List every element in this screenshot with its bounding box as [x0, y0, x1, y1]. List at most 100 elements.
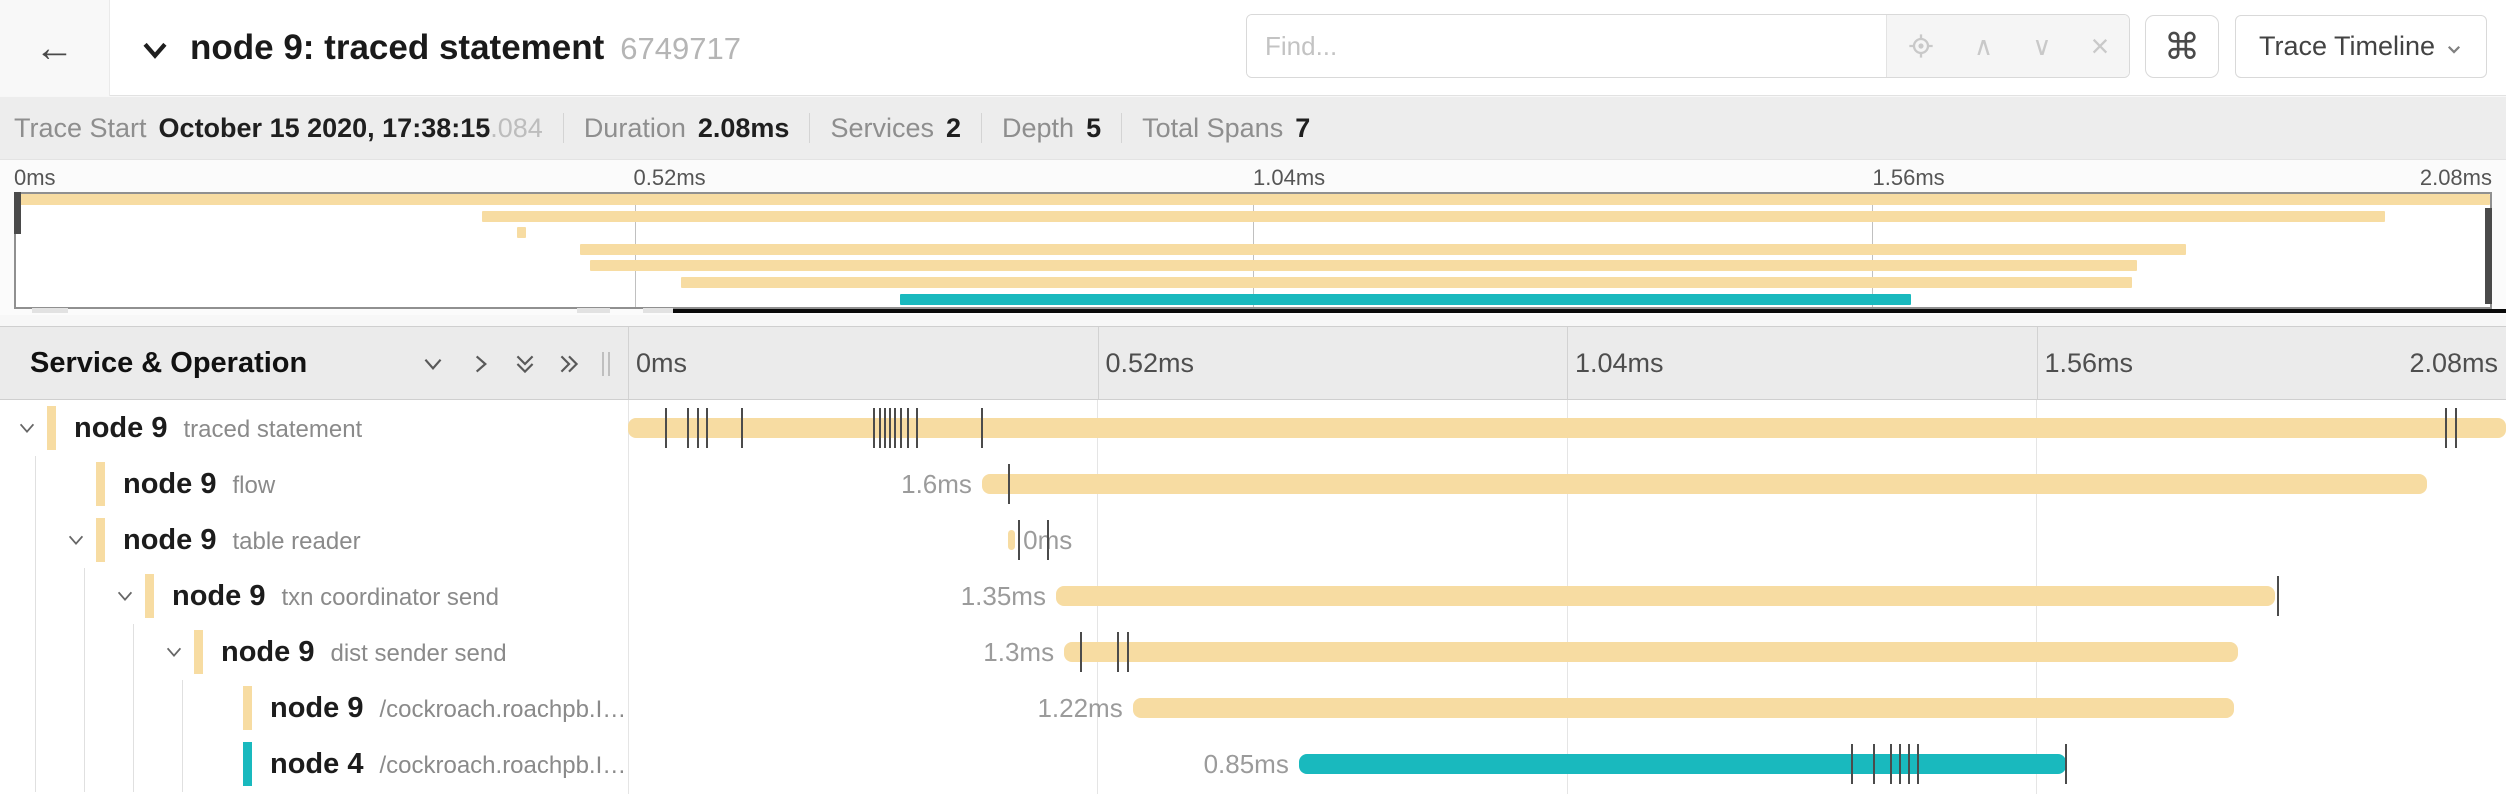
- span-log-tick[interactable]: [1117, 632, 1120, 672]
- indent-guide: [35, 568, 36, 624]
- span-name-cell[interactable]: node 9 txn coordinator send: [0, 568, 628, 624]
- timeline-header-gridline: [1097, 327, 1099, 399]
- span-row[interactable]: node 9 table reader 0ms: [0, 512, 2506, 568]
- prev-match-icon[interactable]: ∧: [1973, 31, 1993, 61]
- row-collapse-chevron-icon[interactable]: [16, 417, 38, 439]
- view-range-scrubber-right[interactable]: [2485, 208, 2492, 304]
- expand-all-icon[interactable]: [556, 351, 582, 377]
- span-log-tick[interactable]: [1126, 632, 1129, 672]
- span-name-cell[interactable]: node 9 traced statement: [0, 400, 628, 456]
- span-name-cell[interactable]: node 9 flow: [0, 456, 628, 512]
- collapse-one-icon[interactable]: [420, 351, 446, 377]
- span-log-tick[interactable]: [664, 408, 667, 448]
- span-bar[interactable]: [1008, 530, 1016, 550]
- span-bar[interactable]: [1055, 586, 2275, 606]
- span-log-tick[interactable]: [2454, 408, 2457, 448]
- span-name-cell[interactable]: node 4/cockroach.roachpb.I…: [0, 736, 628, 792]
- span-row[interactable]: node 9 traced statement: [0, 400, 2506, 456]
- span-row[interactable]: node 9 flow 1.6ms: [0, 456, 2506, 512]
- span-log-tick[interactable]: [1872, 744, 1875, 784]
- clear-search-icon[interactable]: ×: [2090, 28, 2110, 64]
- span-log-tick[interactable]: [1080, 632, 1083, 672]
- row-collapse-chevron-icon[interactable]: [65, 529, 87, 551]
- summary-label: Total Spans: [1142, 112, 1284, 143]
- span-log-tick[interactable]: [981, 408, 984, 448]
- row-collapse-chevron-icon[interactable]: [114, 585, 136, 607]
- span-bar[interactable]: [1064, 642, 2238, 662]
- span-row[interactable]: node 9 txn coordinator send 1.35ms: [0, 568, 2506, 624]
- span-log-tick[interactable]: [1916, 744, 1919, 784]
- span-log-tick[interactable]: [1018, 520, 1021, 560]
- summary-value: 2: [945, 112, 962, 143]
- expand-one-icon[interactable]: [468, 351, 494, 377]
- summary-label: Duration: [583, 112, 686, 143]
- operation-name: txn coordinator send: [281, 584, 499, 611]
- span-log-tick[interactable]: [907, 408, 910, 448]
- minimap-axis: 0ms 0.52ms 1.04ms 1.56ms 2.08ms: [14, 165, 2492, 191]
- span-bar[interactable]: [1298, 754, 2067, 774]
- collapse-trace-chevron-icon[interactable]: [138, 33, 172, 67]
- column-resize-handle[interactable]: [602, 352, 614, 376]
- trace-title-text: node 9: traced statement: [190, 28, 605, 67]
- minimap-chip: [577, 308, 610, 313]
- summary-value: October 15 2020, 17:38:15: [158, 112, 491, 143]
- span-row[interactable]: node 9/cockroach.roachpb.I… 1.22ms: [0, 680, 2506, 736]
- span-row[interactable]: node 9 dist sender send 1.3ms: [0, 624, 2506, 680]
- span-name-cell[interactable]: node 9 table reader: [0, 512, 628, 568]
- span-name: node 9 table reader: [123, 512, 628, 568]
- span-name: node 9/cockroach.roachpb.I…: [270, 680, 628, 736]
- service-color-strip: [243, 686, 252, 730]
- collapse-all-icon[interactable]: [512, 351, 538, 377]
- span-log-tick[interactable]: [889, 408, 892, 448]
- span-log-tick[interactable]: [893, 408, 896, 448]
- indent-guide: [35, 680, 36, 736]
- span-log-tick[interactable]: [705, 408, 708, 448]
- summary-item: Total Spans 7: [1142, 113, 1310, 144]
- trace-view-selector[interactable]: Trace Timeline: [2235, 15, 2487, 78]
- span-bar[interactable]: [981, 474, 2427, 494]
- back-button[interactable]: ←: [0, 0, 110, 96]
- service-name: node 9: [74, 412, 168, 444]
- minimap-span-bar: [899, 293, 1911, 305]
- chevron-down-icon: [2447, 45, 2461, 54]
- operation-name: traced statement: [183, 416, 363, 443]
- span-name-cell[interactable]: node 9 dist sender send: [0, 624, 628, 680]
- span-bar[interactable]: [628, 418, 2506, 438]
- span-log-tick[interactable]: [1889, 744, 1892, 784]
- span-log-tick[interactable]: [686, 408, 689, 448]
- span-name-cell[interactable]: node 9/cockroach.roachpb.I…: [0, 680, 628, 736]
- span-log-tick[interactable]: [1046, 520, 1049, 560]
- span-rows: node 9 traced statement node 9 flow 1.6ms nod…: [0, 400, 2506, 794]
- span-log-tick[interactable]: [915, 408, 918, 448]
- column-divider: [628, 327, 629, 399]
- span-log-tick[interactable]: [2444, 408, 2447, 448]
- span-log-tick[interactable]: [696, 408, 699, 448]
- span-bar[interactable]: [1132, 698, 2235, 718]
- view-range-scrubber-left[interactable]: [14, 192, 21, 234]
- span-log-tick[interactable]: [872, 408, 875, 448]
- span-log-tick[interactable]: [2065, 744, 2068, 784]
- span-log-tick[interactable]: [1007, 464, 1010, 504]
- span-log-tick[interactable]: [879, 408, 882, 448]
- span-row[interactable]: node 4/cockroach.roachpb.I… 0.85ms: [0, 736, 2506, 792]
- span-log-tick[interactable]: [741, 408, 744, 448]
- span-timeline-cell: 0.85ms: [628, 736, 2506, 792]
- span-log-tick[interactable]: [899, 408, 902, 448]
- find-input[interactable]: [1247, 15, 1886, 77]
- operation-name: flow: [232, 472, 276, 499]
- span-log-tick[interactable]: [883, 408, 886, 448]
- summary-separator: [562, 113, 564, 143]
- minimap-span-bar: [16, 194, 2490, 205]
- next-match-icon[interactable]: ∨: [2032, 31, 2052, 61]
- minimap-canvas[interactable]: [14, 192, 2492, 309]
- summary-separator: [981, 113, 983, 143]
- locate-match-icon[interactable]: [1907, 32, 1935, 60]
- find-controls: ∧ ∨ ×: [1886, 15, 2129, 77]
- keyboard-shortcuts-button[interactable]: ⌘: [2145, 15, 2219, 78]
- summary-item: Trace Start October 15 2020, 17:38:15.084: [14, 113, 543, 144]
- span-log-tick[interactable]: [2277, 576, 2280, 616]
- row-collapse-chevron-icon[interactable]: [163, 641, 185, 663]
- span-log-tick[interactable]: [1907, 744, 1910, 784]
- span-log-tick[interactable]: [1898, 744, 1901, 784]
- span-log-tick[interactable]: [1850, 744, 1853, 784]
